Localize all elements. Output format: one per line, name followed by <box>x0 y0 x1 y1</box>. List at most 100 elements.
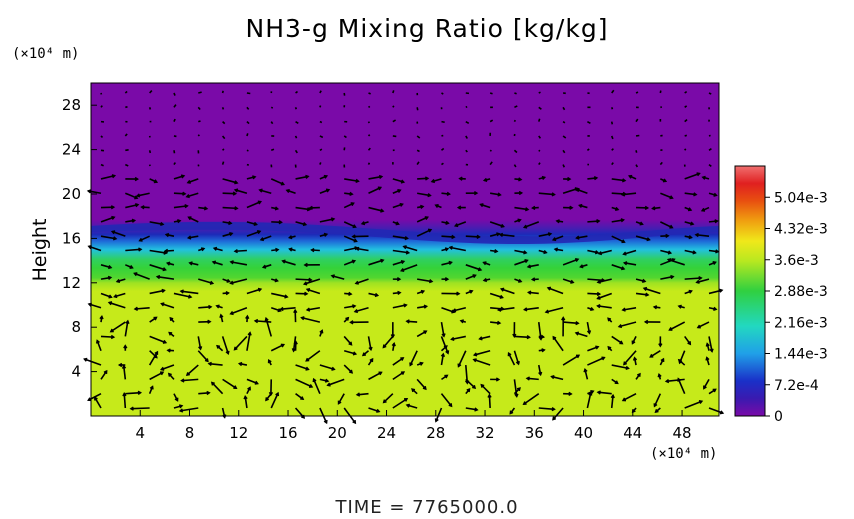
wind-vector <box>246 230 261 237</box>
wind-vector-head <box>448 260 453 265</box>
wind-vector-head <box>583 367 588 373</box>
wind-vector-head <box>237 361 243 367</box>
wind-vector-head <box>614 380 619 385</box>
wind-vector-head <box>203 206 209 211</box>
wind-vector <box>465 264 482 271</box>
wind-vector <box>148 107 152 110</box>
wind-vector <box>597 391 612 395</box>
wind-vector-head <box>400 179 406 184</box>
wind-vector <box>441 92 444 95</box>
y-tick-label: 20 <box>62 185 81 203</box>
wind-vector <box>213 247 223 252</box>
wind-vector-head <box>319 329 324 334</box>
wind-vector <box>392 371 405 381</box>
wind-vector <box>465 274 476 280</box>
wind-vector-head <box>121 364 127 369</box>
wind-vector-head <box>498 232 504 238</box>
wind-vector-head <box>355 246 360 251</box>
wind-vector <box>368 206 384 212</box>
wind-vector <box>222 206 238 210</box>
wind-vector <box>417 192 431 197</box>
wind-vector <box>514 259 528 266</box>
wind-vector-head <box>257 230 262 235</box>
wind-vector-head <box>228 220 233 226</box>
wind-vector <box>337 393 345 405</box>
wind-vector <box>417 177 428 180</box>
wind-vector <box>100 135 104 139</box>
wind-vector <box>500 233 515 237</box>
wind-vector-head <box>253 318 259 324</box>
wind-vector-head <box>352 304 357 309</box>
wind-vector-head <box>103 369 108 374</box>
wind-vector-head <box>653 403 658 408</box>
wind-vector <box>610 395 614 409</box>
wind-vector <box>416 228 432 237</box>
wind-vector <box>230 261 248 266</box>
wind-vector <box>514 105 518 109</box>
wind-vector-head <box>472 384 477 390</box>
wind-vector <box>538 106 542 110</box>
wind-vector <box>538 162 541 166</box>
wind-vector <box>611 89 615 94</box>
wind-vector-head <box>155 274 161 280</box>
wind-vector-head <box>469 289 474 294</box>
wind-vector-head <box>693 192 698 197</box>
wind-vector <box>295 221 307 226</box>
wind-vector-head <box>409 362 414 367</box>
wind-vector-head <box>482 261 487 266</box>
wind-vector-head <box>596 295 601 300</box>
wind-vector-head <box>399 202 404 207</box>
wind-vector <box>331 274 345 280</box>
wind-vector-head <box>254 380 259 385</box>
wind-vector <box>611 178 626 182</box>
transition-band <box>91 221 719 244</box>
wind-vector <box>134 272 150 280</box>
wind-vector <box>392 260 405 266</box>
wind-vector <box>440 321 445 337</box>
wind-vector-head <box>575 258 580 263</box>
wind-vector <box>234 189 248 194</box>
wind-vector-head <box>377 186 383 191</box>
wind-vector <box>383 393 394 404</box>
wind-vector-head <box>596 279 601 284</box>
wind-vector-head <box>325 188 331 193</box>
wind-vector-head <box>625 365 630 371</box>
wind-vector <box>587 120 591 125</box>
colorbar-label: 0 <box>774 409 783 425</box>
wind-vector <box>403 245 418 252</box>
wind-vector-head <box>352 419 357 425</box>
wind-vector <box>392 119 396 123</box>
wind-vector <box>465 120 470 125</box>
wind-vector <box>198 206 208 210</box>
wind-vector-head <box>259 237 265 242</box>
wind-vector <box>368 92 371 95</box>
wind-vector <box>552 336 564 352</box>
wind-vector-head <box>312 377 317 383</box>
wind-vector <box>198 91 202 94</box>
wind-vector <box>513 350 520 365</box>
y-axis: 4 8 12 16 20 24 28 <box>62 96 97 381</box>
wind-vector <box>319 120 323 124</box>
wind-vector <box>457 350 467 367</box>
wind-vector <box>622 392 637 402</box>
wind-vector-head <box>135 193 141 198</box>
wind-vector-head <box>509 410 514 415</box>
wind-vector <box>319 90 322 94</box>
wind-vector <box>552 235 564 241</box>
wind-vector-head <box>696 172 701 177</box>
wind-vector <box>111 230 126 237</box>
wind-vector-head <box>348 341 353 346</box>
wind-vector-head <box>351 259 357 264</box>
wind-vector-head <box>323 232 329 237</box>
wind-vector-head <box>538 371 543 377</box>
wind-vector-head <box>596 219 601 224</box>
wind-vector-head <box>649 353 654 358</box>
wind-vector <box>295 206 310 211</box>
wind-vector <box>684 134 688 137</box>
wind-vector <box>189 262 199 266</box>
wind-vector-head <box>456 291 461 296</box>
wind-vector-head <box>174 397 179 402</box>
wind-vector-head <box>552 416 557 421</box>
wind-vector-head <box>348 291 353 297</box>
wind-vector <box>188 235 199 239</box>
